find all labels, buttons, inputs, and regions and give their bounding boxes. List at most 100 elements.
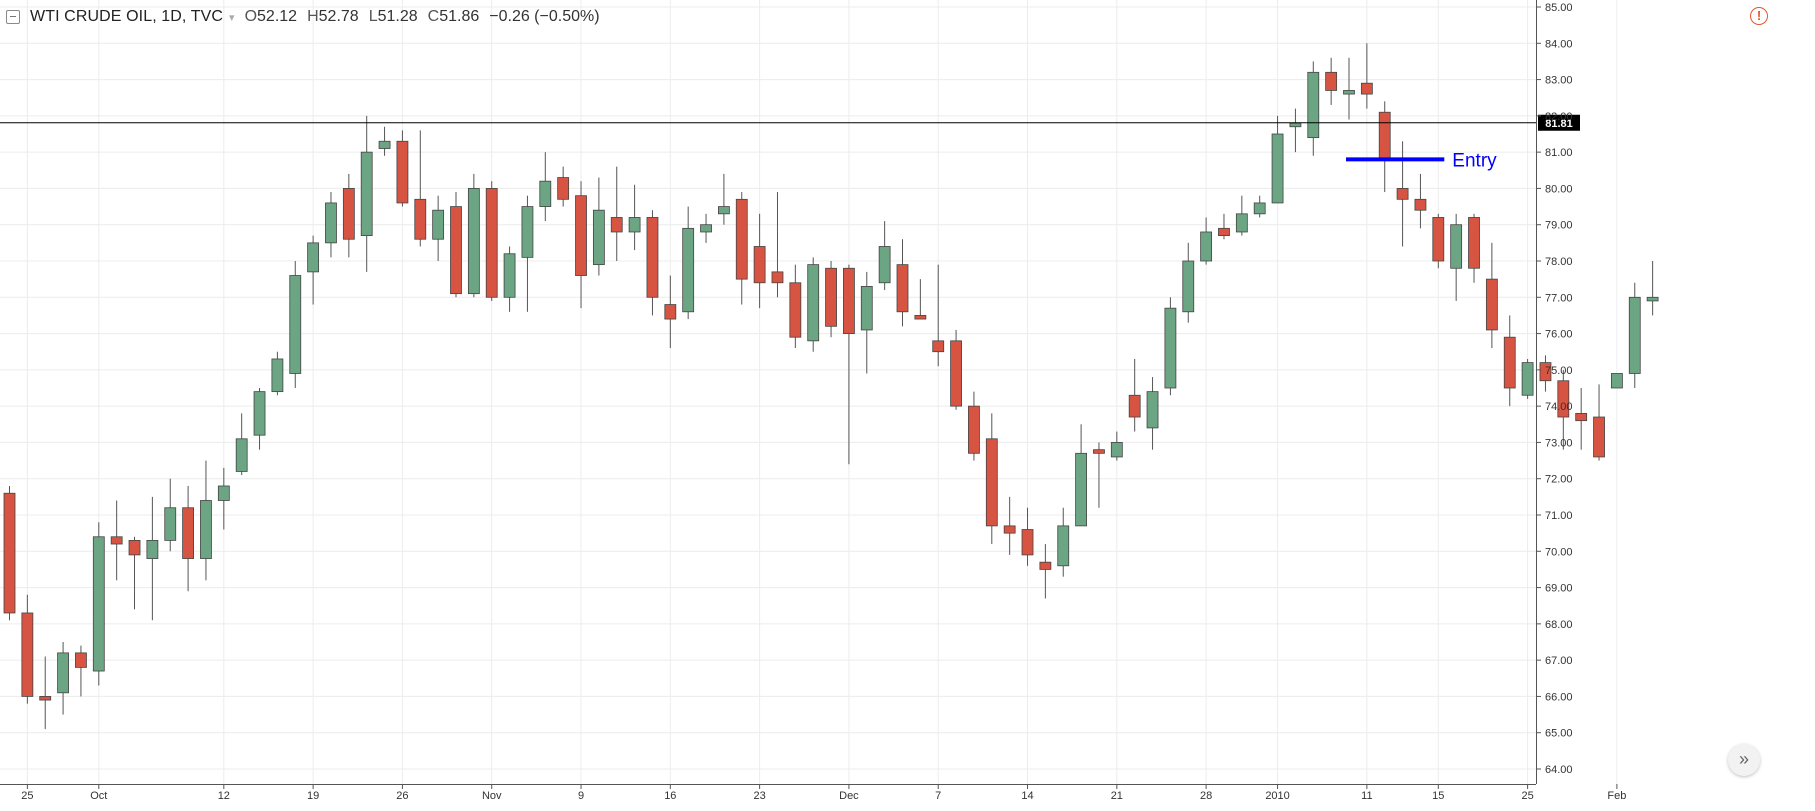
symbol-header: WTI CRUDE OIL, 1D, TVC ▾ O 52.12 H 52.78 L… xyxy=(0,0,600,34)
candle-down xyxy=(843,267,855,334)
y-tick-label: 85.00 xyxy=(1545,2,1573,14)
candle-up xyxy=(1628,296,1641,374)
candle-up xyxy=(539,180,552,207)
candle-down xyxy=(1414,198,1427,211)
candle-down xyxy=(128,540,141,556)
candle-up xyxy=(1521,362,1534,396)
candle-down xyxy=(985,438,998,527)
y-tick-label: 73.00 xyxy=(1545,437,1573,449)
candle-down xyxy=(1039,561,1052,570)
dropdown-caret-icon[interactable]: ▾ xyxy=(229,11,235,24)
candle-down xyxy=(450,206,462,295)
candle-down xyxy=(664,304,677,320)
x-tick-label: Feb xyxy=(1607,790,1626,802)
candle-down xyxy=(1468,217,1480,269)
candle-up xyxy=(467,188,480,295)
entry-label: Entry xyxy=(1452,150,1497,171)
candle-down xyxy=(75,652,87,668)
candle-down xyxy=(1093,449,1105,454)
candle-up xyxy=(235,438,248,472)
high-label: H xyxy=(307,8,319,25)
y-tick-label: 70.00 xyxy=(1545,546,1573,558)
candle-down xyxy=(1218,227,1230,236)
candle-up xyxy=(807,264,820,342)
change-value: −0.26 (−0.50%) xyxy=(489,8,600,25)
candle-up xyxy=(217,485,230,501)
x-tick-label: 11 xyxy=(1361,790,1372,802)
candle-down xyxy=(735,198,748,280)
candle-up xyxy=(146,540,159,559)
y-tick-label: 76.00 xyxy=(1545,329,1573,341)
low-label: L xyxy=(368,8,378,25)
candle-down xyxy=(1575,412,1588,422)
candle-down xyxy=(1128,394,1141,418)
collapse-box-icon[interactable] xyxy=(6,10,20,24)
candle-down xyxy=(610,217,623,233)
candle-down xyxy=(557,177,570,200)
symbol-title[interactable]: WTI CRUDE OIL, 1D, TVC xyxy=(30,8,224,25)
y-tick-label: 84.00 xyxy=(1545,38,1573,50)
y-tick-label: 69.00 xyxy=(1545,583,1573,595)
candle-down xyxy=(396,140,409,204)
y-tick-label: 75.00 xyxy=(1545,365,1573,377)
candle-up xyxy=(253,391,266,436)
y-tick-label: 72.00 xyxy=(1545,474,1573,486)
candle-up xyxy=(271,358,284,393)
candle-up xyxy=(503,253,516,298)
candle-up xyxy=(1253,202,1266,215)
y-tick-label: 83.00 xyxy=(1545,75,1573,87)
x-tick-label: 7 xyxy=(935,790,941,802)
candle-down xyxy=(753,246,766,284)
candle-down xyxy=(950,340,962,407)
candle-down xyxy=(1325,71,1338,91)
candle-down xyxy=(1539,362,1552,382)
candle-down xyxy=(39,696,52,701)
low-value: 51.28 xyxy=(377,8,418,25)
candle-up xyxy=(57,652,69,694)
y-tick-label: 68.00 xyxy=(1545,619,1573,631)
x-tick-label: 14 xyxy=(1021,790,1033,802)
candle-down xyxy=(646,217,659,298)
candle-down xyxy=(932,340,945,353)
x-tick-label: 21 xyxy=(1111,790,1123,802)
x-tick-label: 15 xyxy=(1432,790,1444,802)
candle-down xyxy=(21,612,34,697)
candle-down xyxy=(1432,217,1445,262)
y-tick-label: 67.00 xyxy=(1545,655,1573,667)
price-line-label: 81.81 xyxy=(1545,118,1573,130)
candle-down xyxy=(1485,278,1498,331)
candle-up xyxy=(1646,296,1659,302)
overlays: 81.81 Entry xyxy=(0,114,1580,171)
candle-down xyxy=(3,492,16,614)
candle-up xyxy=(378,140,391,149)
double-chevron-right-icon[interactable]: » xyxy=(1728,744,1760,776)
candle-up xyxy=(1235,213,1248,233)
x-tick-label: 25 xyxy=(1521,790,1533,802)
candle-down xyxy=(414,198,427,240)
close-value: 51.86 xyxy=(439,8,480,25)
candle-up xyxy=(307,242,320,273)
high-value: 52.78 xyxy=(318,8,359,25)
candle-down xyxy=(575,195,587,276)
candle-down xyxy=(342,188,355,240)
close-label: C xyxy=(427,8,440,25)
exclamation-circle-icon[interactable]: ! xyxy=(1750,7,1768,25)
candle-down xyxy=(1396,188,1409,200)
x-tick-label: Oct xyxy=(90,790,107,802)
candle-up xyxy=(1307,71,1320,139)
candle-up xyxy=(592,209,605,266)
candle-up xyxy=(1057,525,1070,567)
candle-up xyxy=(878,246,891,284)
candle-down xyxy=(1360,82,1373,95)
candle-down xyxy=(1503,336,1516,389)
x-tick-label: 19 xyxy=(307,790,319,802)
candle-up xyxy=(92,536,105,672)
x-tick-label: 16 xyxy=(664,790,676,802)
candle-up xyxy=(1164,307,1177,389)
y-tick-label: 79.00 xyxy=(1545,220,1573,232)
x-tick-label: 12 xyxy=(218,790,230,802)
y-tick-label: 66.00 xyxy=(1545,691,1573,703)
candle-up xyxy=(860,285,873,331)
